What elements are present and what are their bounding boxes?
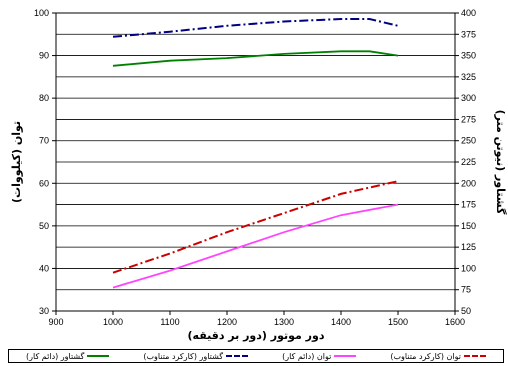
legend-item: توان (دائم کار)	[282, 351, 357, 361]
legend-item: گشتاور (کارکرد متناوب)	[143, 351, 249, 361]
x-axis-ticks: 900 1000 1100 1200 1300 1400 1500 1600	[48, 311, 465, 327]
y-right-tick-label: 50	[461, 306, 471, 316]
x-tick-label: 1300	[274, 317, 294, 327]
series-line-1	[112, 203, 399, 289]
legend-label: گشتاور (کارکرد متناوب)	[143, 351, 224, 361]
y-left-tick-label: 40	[39, 263, 49, 273]
series-lines	[112, 18, 399, 289]
chart: 900 1000 1100 1200 1300 1400 1500 1600 30 40 50 60…	[10, 8, 507, 342]
x-tick-label: 900	[48, 317, 63, 327]
legend-swatch	[463, 355, 486, 357]
y-left-axis-title: توان (کیلووات)	[10, 121, 23, 203]
y-right-tick-label: 275	[461, 114, 476, 124]
series-line-0	[112, 180, 399, 274]
x-tick-label: 1000	[103, 317, 123, 327]
y-right-tick-label: 400	[461, 8, 476, 18]
legend-swatch	[87, 355, 110, 357]
y-left-tick-label: 90	[39, 51, 49, 61]
y-right-tick-label: 125	[461, 242, 476, 252]
y-right-tick-label: 100	[461, 263, 476, 273]
x-axis-title: دور موتور (دور بر دقیقه)	[188, 329, 325, 342]
y-right-tick-label: 150	[461, 221, 476, 231]
legend-label: گشتاور (دائم کار)	[26, 351, 85, 361]
y-right-axis-ticks: 50 75 100 125 150 175 200 225 250 275 300 325 350 375…	[455, 8, 476, 316]
y-right-tick-label: 375	[461, 29, 476, 39]
x-tick-label: 1200	[217, 317, 237, 327]
gridlines	[56, 33, 455, 291]
y-left-tick-label: 70	[39, 136, 49, 146]
y-right-axis-title: گشتاور (نیوتن متر)	[494, 110, 507, 215]
x-tick-label: 1500	[388, 317, 408, 327]
legend-swatch	[226, 355, 249, 357]
y-left-tick-label: 100	[34, 8, 49, 18]
y-right-tick-label: 200	[461, 178, 476, 188]
y-right-tick-label: 325	[461, 72, 476, 82]
x-tick-label: 1400	[331, 317, 351, 327]
y-left-tick-label: 50	[39, 221, 49, 231]
y-left-axis-ticks: 30 40 50 60 70 80 90 100	[34, 8, 56, 316]
y-right-tick-label: 250	[461, 136, 476, 146]
y-right-tick-label: 350	[461, 51, 476, 61]
y-right-tick-label: 175	[461, 200, 476, 210]
legend: توان (کارکرد متناوب) توان (دائم کار) گشتاو…	[8, 349, 504, 363]
x-tick-label: 1600	[445, 317, 465, 327]
series-line-3	[112, 50, 399, 67]
legend-swatch	[334, 355, 357, 357]
y-left-tick-label: 60	[39, 178, 49, 188]
y-left-tick-label: 30	[39, 306, 49, 316]
legend-label: توان (کارکرد متناوب)	[390, 351, 461, 361]
x-tick-label: 1100	[160, 317, 179, 327]
series-line-2	[112, 18, 399, 38]
legend-item: توان (کارکرد متناوب)	[390, 352, 486, 361]
legend-item: گشتاور (دائم کار)	[26, 351, 110, 361]
legend-label: توان (دائم کار)	[282, 351, 332, 361]
y-left-tick-label: 80	[39, 93, 49, 103]
y-right-tick-label: 300	[461, 93, 476, 103]
y-right-tick-label: 75	[461, 285, 471, 295]
y-right-tick-label: 225	[461, 157, 476, 167]
